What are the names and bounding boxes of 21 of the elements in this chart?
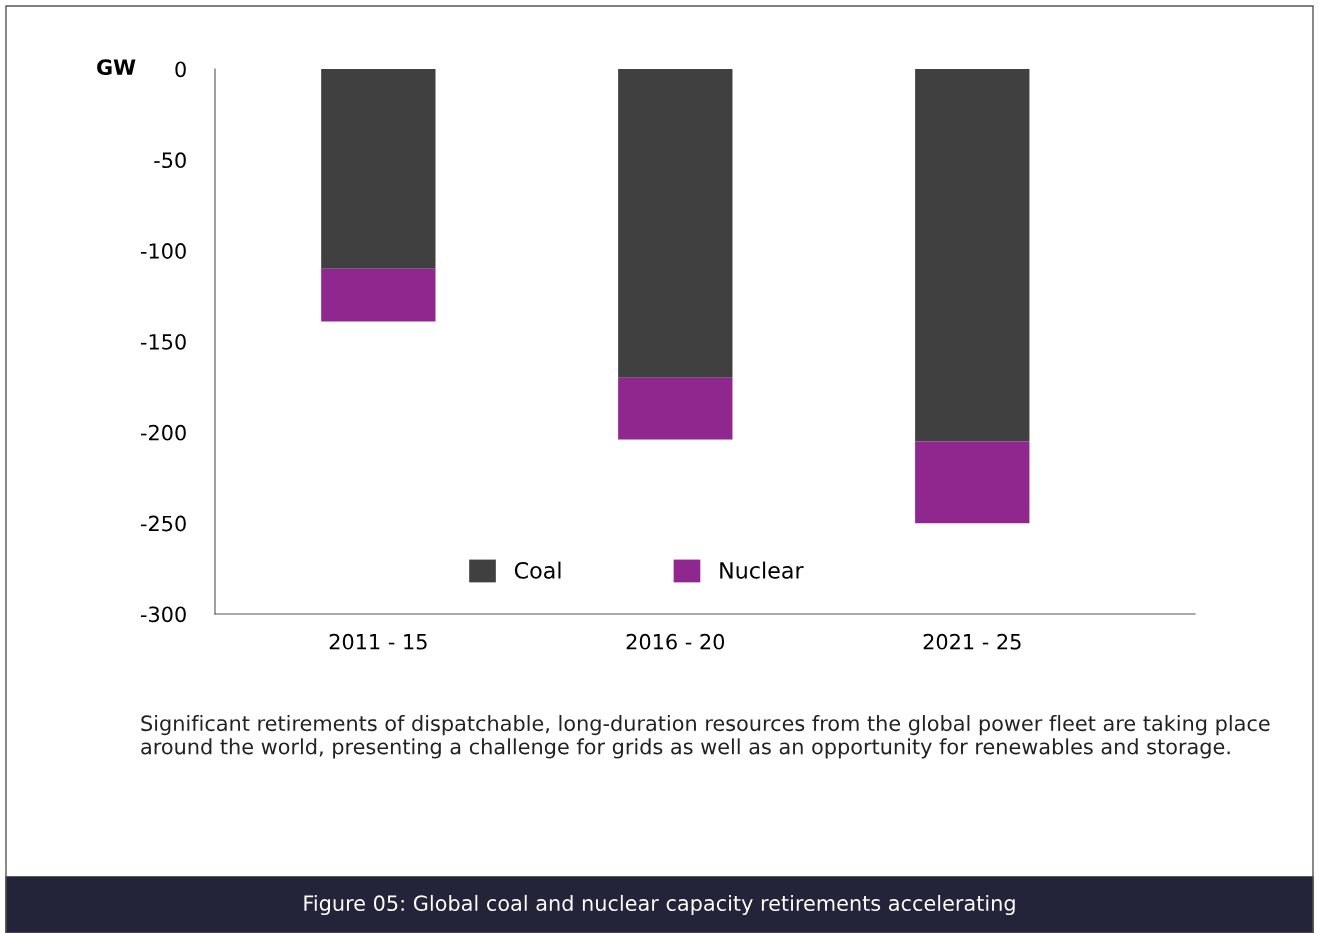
bar — [915, 441, 1030, 524]
bar — [618, 377, 733, 440]
legend-label: Nuclear — [720, 561, 804, 579]
y-axis-title: GW — [97, 59, 136, 76]
bar — [321, 268, 436, 322]
y-tick-label: -200 — [140, 424, 186, 441]
y-tick-label: -150 — [140, 333, 186, 350]
y-tick-label: -100 — [140, 243, 186, 259]
legend-label: Coal — [514, 561, 561, 579]
x-tick-label: 2011 - 15 — [329, 633, 427, 650]
text: Figure 05: Global coal and nuclear capacity retirements accelerating — [304, 894, 1015, 916]
y-tick-label: 0 — [175, 61, 186, 78]
bar — [915, 69, 1030, 442]
y-tick-label: -250 — [140, 515, 186, 532]
bar — [618, 69, 733, 378]
bar — [321, 69, 436, 269]
text: Significant retirements of dispatchable, long-duration resources from the global power fleet are taking place around the world, presenting a challenge for grids as well as an opportunity for renewables and storage. — [141, 715, 1270, 759]
y-tick-label: -300 — [140, 606, 186, 623]
x-tick-label: 2021 - 25 — [923, 633, 1021, 650]
x-tick-label: 2016 - 20 — [626, 633, 725, 650]
y-tick-label: -50 — [154, 152, 186, 169]
